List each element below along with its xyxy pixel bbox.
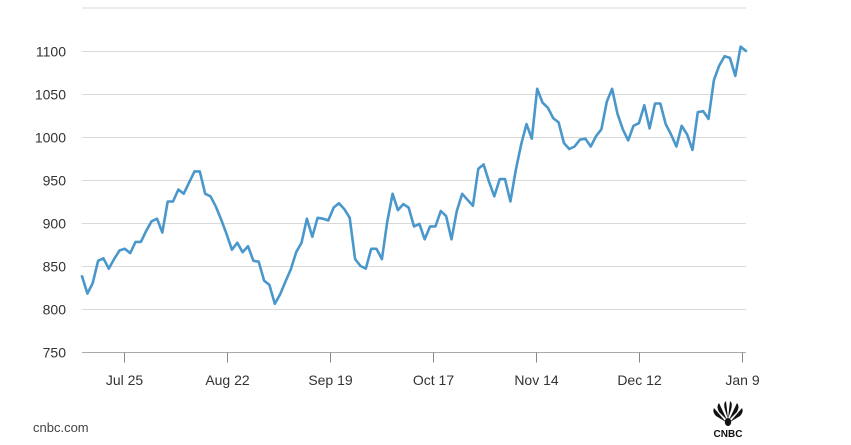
y-tick-label: 1100 <box>36 44 66 60</box>
x-tick-label: Sep 19 <box>308 372 353 388</box>
y-tick-label: 1000 <box>35 130 66 146</box>
x-tick-label: Oct 17 <box>413 372 454 388</box>
logo-text: CNBC <box>714 429 743 440</box>
x-tick-label: Jan 9 <box>725 372 759 388</box>
series-layer <box>80 45 748 306</box>
y-tick-label: 1050 <box>35 87 66 103</box>
y-tick-label: 850 <box>43 259 67 275</box>
y-tick-label: 950 <box>43 173 67 189</box>
x-axis: Jul 25 Aug 22 Sep 19 Oct 17 Nov 14 Dec 12 Jan … <box>82 352 760 388</box>
x-tick-label: Dec 12 <box>617 372 662 388</box>
series-line <box>80 45 748 306</box>
line-chart: 750 800 850 900 950 1000 1050 1100 Jul 25 Aug 22… <box>35 7 760 388</box>
y-tick-label: 900 <box>43 216 67 232</box>
x-tick-label: Aug 22 <box>205 372 250 388</box>
y-tick-label: 800 <box>43 302 67 318</box>
x-tick-label: Jul 25 <box>106 372 144 388</box>
x-tick-label: Nov 14 <box>514 372 559 388</box>
gridlines <box>82 7 746 310</box>
y-axis-tick-labels: 750 800 850 900 950 1000 1050 1100 <box>35 44 66 361</box>
source-label: cnbc.com <box>33 420 89 435</box>
y-tick-label: 750 <box>43 345 67 361</box>
cnbc-peacock-logo-icon: CNBC <box>713 401 743 440</box>
